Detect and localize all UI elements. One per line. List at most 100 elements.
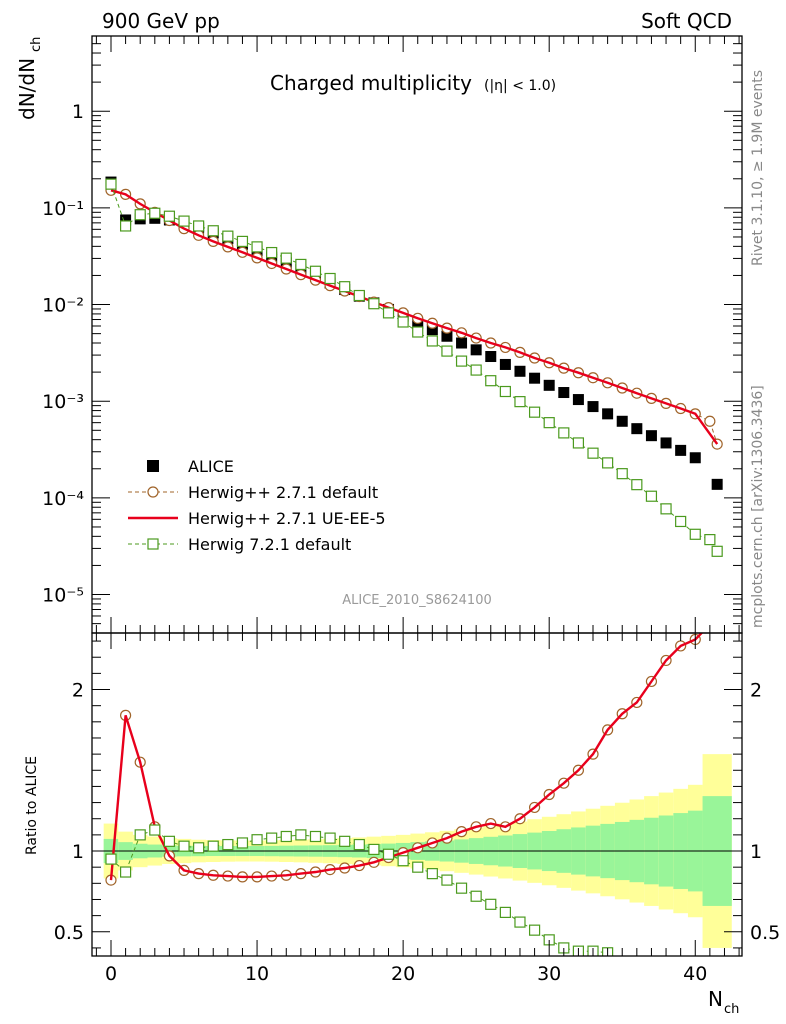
ratio-xtick-label: 10: [245, 963, 269, 985]
herwig-7-2-1-default-point: [339, 281, 351, 293]
herwig-7-2-1-default-point: [675, 515, 687, 528]
ratio-xtick-label: 20: [391, 963, 415, 985]
alice-point: [456, 337, 468, 349]
main-ytick-label: 10⁻²: [42, 295, 84, 317]
herwig-7-2-1-default-point: [704, 534, 716, 546]
alice-point: [660, 437, 672, 449]
rivet-side-label: Rivet 3.1.10, ≥ 1.9M events: [750, 70, 766, 266]
alice-point: [514, 365, 526, 377]
herwig-7-2-1-default-point: [558, 427, 570, 439]
herwig-7-2-1-default-point: [309, 265, 322, 277]
herwig-7-2-1-default-ratio-point: [280, 830, 292, 843]
herwig-7-2-1-default-ratio-point: [499, 906, 511, 918]
legend-label-herwig-7-2-1-default: Herwig 7.2.1 default: [188, 535, 351, 554]
alice-point: [587, 401, 599, 413]
herwig-2-7-1-ue-ee-5-ratio-line: [109, 633, 704, 881]
main-title: Charged multiplicity (|η| < 1.0): [270, 71, 556, 95]
ratio-ytick-label-left: 2: [72, 680, 84, 702]
herwig-7-2-1-default-point: [602, 457, 614, 469]
ratio-ytick-label-left: 1: [72, 841, 84, 863]
ratio-xtick-label: 30: [537, 963, 561, 985]
ratio-ytick-label-right: 2: [750, 680, 762, 702]
herwig-7-2-1-default-point: [178, 215, 190, 227]
herwig-7-2-1-default-point: [631, 479, 643, 491]
herwig-7-2-1-default-point: [119, 220, 132, 232]
herwig-7-2-1-default-ratio-point: [455, 882, 468, 894]
ratio-ytick-label-left: 0.5: [54, 922, 84, 944]
herwig-7-2-1-default-point: [280, 252, 292, 264]
herwig-7-2-1-default-point: [105, 178, 117, 190]
alice-point: [675, 444, 687, 456]
alice-point: [543, 379, 555, 391]
herwig-7-2-1-default-point: [295, 258, 307, 271]
ratio-xtick-label: 0: [105, 963, 117, 985]
herwig-7-2-1-default-ratio-point: [295, 829, 307, 841]
alice-point: [616, 415, 628, 427]
alice-point: [711, 478, 723, 490]
ratio-xlabel-sub: ch: [724, 1002, 739, 1017]
herwig-7-2-1-default-ratio-point: [163, 835, 176, 847]
analysis-watermark: ALICE_2010_S8624100: [342, 593, 492, 608]
herwig-7-2-1-default-point: [543, 417, 555, 429]
herwig-7-2-1-default-ratio-point: [324, 832, 336, 844]
herwig-7-2-1-default-point: [660, 503, 672, 515]
main-ytick-label: 10⁻¹: [42, 198, 84, 220]
herwig-7-2-1-default-point: [163, 210, 176, 222]
herwig-7-2-1-default-ratio-point: [470, 890, 482, 902]
herwig-7-2-1-default-ratio-point: [222, 838, 234, 851]
ratio-panel-frame: [91, 632, 743, 957]
alice-point: [529, 372, 541, 384]
alice-point: [441, 330, 453, 342]
legend-marker-alice: [147, 460, 159, 472]
herwig-7-2-1-default-ratio-point: [105, 853, 117, 865]
main-ylabel-sub: ch: [29, 37, 44, 52]
alice-point: [572, 394, 584, 406]
legend-label-herwig-2-7-1-default: Herwig++ 2.7.1 default: [188, 483, 378, 502]
herwig-7-2-1-default-point: [616, 468, 628, 480]
ratio-ytick-label-right: 1: [750, 841, 762, 863]
main-axes-layer: 1 10⁻¹ 10⁻² 10⁻³ 10⁻⁴ 10⁻⁵: [42, 35, 742, 634]
herwig-7-2-1-default-ratio-point: [193, 842, 205, 854]
herwig-7-2-1-default-ratio-point: [528, 924, 541, 936]
herwig-7-2-1-default-point: [514, 396, 526, 408]
alice-point: [602, 408, 614, 420]
herwig-7-2-1-default-ratio-point: [485, 898, 497, 910]
alice-point: [470, 344, 482, 356]
herwig-7-2-1-default-point: [266, 246, 278, 259]
legend-marker-herwig-2-7-1-default: [147, 486, 159, 498]
legend-label-herwig-2-7-1-ue-ee-5: Herwig++ 2.7.1 UE-EE-5: [188, 509, 386, 528]
main-title-text: Charged multiplicity: [270, 71, 472, 95]
herwig-7-2-1-default-point: [455, 355, 468, 367]
herwig-7-2-1-default-point: [412, 326, 424, 338]
ratio-axes-layer: 0.5 0.51 12 20 10 20 30 40: [54, 633, 780, 985]
herwig-7-2-1-default-point: [397, 316, 409, 328]
legend: ALICE Herwig++ 2.7.1 default Herwig++ 2.7.…: [128, 457, 386, 554]
herwig-7-2-1-default-ratio-point: [441, 874, 453, 886]
alice-point: [689, 452, 701, 464]
ratio-xlabel-text: N: [708, 987, 723, 1011]
alice-point: [485, 351, 497, 363]
herwig-7-2-1-default-point: [236, 235, 249, 248]
herwig-7-2-1-default-ratio-point: [368, 843, 380, 856]
main-panel: 1 10⁻¹ 10⁻² 10⁻³ 10⁻⁴ 10⁻⁵ Charged multiplici…: [15, 35, 743, 634]
herwig-7-2-1-default-point: [193, 220, 205, 232]
alice-point: [426, 324, 438, 336]
herwig-7-2-1-default-ratio-point: [514, 916, 526, 928]
main-series-layer: [105, 176, 723, 557]
ratio-ylabel: Ratio to ALICE: [24, 756, 40, 855]
herwig-7-2-1-default-ratio-point: [426, 868, 438, 880]
herwig-7-2-1-default-point: [149, 207, 161, 219]
herwig-7-2-1-default-point: [222, 230, 234, 242]
herwig-7-2-1-default-point: [441, 345, 453, 357]
main-ylabel: dN/dN ch: [15, 37, 44, 120]
ratio-panel: 0.5 0.51 12 20 10 20 30 40 Ratio to ALICE N ch: [24, 632, 780, 1017]
herwig-7-2-1-default-point: [499, 385, 511, 398]
herwig-7-2-1-default-ratio-point: [134, 829, 146, 841]
herwig-7-2-1-default-ratio-point: [382, 848, 395, 860]
main-title-suffix: (|η| < 1.0): [484, 78, 556, 94]
herwig-7-2-1-default-ratio-point: [119, 866, 132, 878]
herwig-7-2-1-default-point: [572, 437, 585, 449]
main-ytick-label: 10⁻³: [42, 391, 84, 413]
herwig-7-2-1-default-point: [711, 545, 723, 557]
